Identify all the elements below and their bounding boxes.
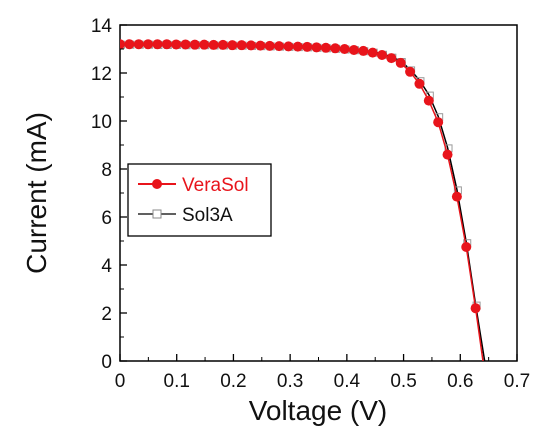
marker-verasol xyxy=(143,39,154,50)
marker-verasol xyxy=(124,39,135,50)
y-axis-title: Current (mA) xyxy=(21,112,52,274)
y-tick-label: 12 xyxy=(91,64,112,85)
marker-verasol xyxy=(442,149,453,160)
x-tick-label: 0.2 xyxy=(220,371,246,392)
marker-verasol xyxy=(274,41,285,52)
marker-verasol xyxy=(161,39,172,50)
y-tick-label: 2 xyxy=(101,304,112,325)
marker-verasol xyxy=(367,47,378,58)
marker-verasol xyxy=(405,66,416,77)
marker-verasol xyxy=(433,117,444,128)
x-tick-label: 0.5 xyxy=(390,371,416,392)
marker-verasol xyxy=(171,39,182,50)
legend-label-sol3a: Sol3A xyxy=(182,205,233,226)
marker-verasol xyxy=(348,44,359,55)
marker-verasol xyxy=(199,39,210,50)
marker-verasol xyxy=(330,43,341,54)
marker-verasol xyxy=(358,45,369,56)
legend-box xyxy=(127,163,272,237)
marker-verasol xyxy=(208,39,219,50)
marker-verasol xyxy=(339,44,350,54)
marker-verasol xyxy=(180,39,191,50)
marker-verasol xyxy=(386,53,397,64)
marker-verasol xyxy=(292,41,303,52)
plot-area xyxy=(120,39,486,361)
x-tick-label: 0 xyxy=(115,371,126,392)
legend-label-verasol: VeraSol xyxy=(182,175,249,196)
marker-verasol xyxy=(414,78,425,89)
y-tick-label: 14 xyxy=(91,16,113,37)
marker-verasol xyxy=(320,42,331,53)
legend-marker-verasol xyxy=(152,179,162,189)
marker-verasol xyxy=(311,42,322,53)
y-tick-label: 4 xyxy=(101,256,112,277)
marker-verasol xyxy=(236,40,247,51)
marker-verasol xyxy=(120,39,125,50)
x-tick-label: 0.4 xyxy=(334,371,361,392)
marker-verasol xyxy=(133,39,144,50)
marker-verasol xyxy=(423,95,434,106)
marker-verasol xyxy=(377,50,388,60)
y-tick-label: 0 xyxy=(101,352,112,373)
legend-marker-sol3a xyxy=(152,209,162,219)
marker-verasol xyxy=(451,191,462,202)
marker-verasol xyxy=(152,39,163,50)
marker-verasol xyxy=(264,40,275,51)
axes: 0 0.1 0.2 0.3 0.4 0.5 0.6 0.7 0 2 4 6 8 10 12 14 xyxy=(91,16,530,392)
marker-verasol xyxy=(461,242,472,252)
marker-verasol xyxy=(255,40,266,51)
marker-verasol xyxy=(189,39,200,50)
x-tick-label: 0.1 xyxy=(164,371,190,392)
y-tick-label: 8 xyxy=(101,160,112,181)
y-tick-label: 10 xyxy=(91,112,112,133)
x-axis-title: Voltage (V) xyxy=(249,395,388,426)
y-tick-label: 6 xyxy=(101,208,112,229)
marker-verasol xyxy=(470,303,481,314)
marker-verasol xyxy=(227,40,238,51)
x-tick-label: 0.7 xyxy=(504,371,530,392)
marker-verasol xyxy=(246,40,257,51)
x-tick-label: 0.3 xyxy=(277,371,303,392)
marker-verasol xyxy=(395,57,406,68)
legend: VeraSol Sol3A xyxy=(127,163,272,237)
marker-verasol xyxy=(217,39,228,50)
marker-verasol xyxy=(283,41,294,52)
x-tick-label: 0.6 xyxy=(447,371,473,392)
marker-verasol xyxy=(302,41,313,52)
